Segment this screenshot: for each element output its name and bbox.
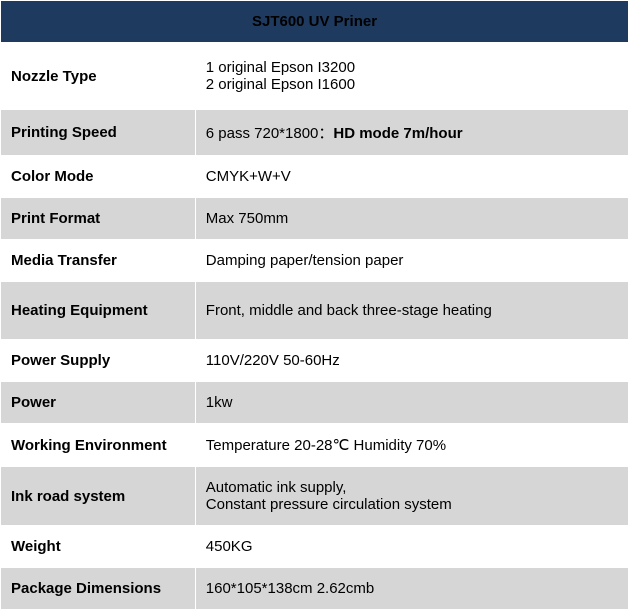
value-prefix: 6 pass 720*1800：: [206, 125, 334, 142]
spec-value: 6 pass 720*1800：HD mode 7m/hour: [195, 110, 628, 156]
spec-label: Power Supply: [1, 340, 196, 382]
spec-value: Max 750mm: [195, 198, 628, 240]
table-row: Print Format Max 750mm: [1, 198, 629, 240]
spec-table: SJT600 UV Priner Nozzle Type 1 original …: [0, 0, 629, 610]
table-row: Heating Equipment Front, middle and back…: [1, 282, 629, 340]
spec-value: Automatic ink supply, Constant pressure …: [195, 467, 628, 526]
spec-label: Heating Equipment: [1, 282, 196, 340]
title-row: SJT600 UV Priner: [1, 1, 629, 43]
table-row: Nozzle Type 1 original Epson I3200 2 ori…: [1, 43, 629, 110]
table-row: Power Supply 110V/220V 50-60Hz: [1, 340, 629, 382]
value-line: Constant pressure circulation system: [206, 496, 452, 513]
spec-label: Weight: [1, 526, 196, 568]
table-row: Weight 450KG: [1, 526, 629, 568]
spec-label: Print Format: [1, 198, 196, 240]
value-line: Automatic ink supply,: [206, 479, 347, 496]
table-row: Color Mode CMYK+W+V: [1, 156, 629, 198]
spec-value: Damping paper/tension paper: [195, 240, 628, 282]
spec-value: Front, middle and back three-stage heati…: [195, 282, 628, 340]
spec-label: Color Mode: [1, 156, 196, 198]
spec-label: Printing Speed: [1, 110, 196, 156]
spec-label: Media Transfer: [1, 240, 196, 282]
spec-value: CMYK+W+V: [195, 156, 628, 198]
spec-label: Ink road system: [1, 467, 196, 526]
table-title: SJT600 UV Priner: [1, 1, 629, 43]
table-row: Printing Speed 6 pass 720*1800：HD mode 7…: [1, 110, 629, 156]
value-line: 1 original Epson I3200: [206, 59, 355, 76]
spec-label: Package Dimensions: [1, 568, 196, 610]
spec-value: 110V/220V 50-60Hz: [195, 340, 628, 382]
spec-value: 160*105*138cm 2.62cmb: [195, 568, 628, 610]
spec-value: 1kw: [195, 382, 628, 424]
table-row: Media Transfer Damping paper/tension pap…: [1, 240, 629, 282]
table-row: Working Environment Temperature 20-28℃ H…: [1, 424, 629, 467]
table-row: Power 1kw: [1, 382, 629, 424]
table-row: Package Dimensions 160*105*138cm 2.62cmb: [1, 568, 629, 610]
table-row: Ink road system Automatic ink supply, Co…: [1, 467, 629, 526]
spec-value: Temperature 20-28℃ Humidity 70%: [195, 424, 628, 467]
value-bold: HD mode 7m/hour: [333, 125, 462, 142]
spec-value: 1 original Epson I3200 2 original Epson …: [195, 43, 628, 110]
spec-label: Nozzle Type: [1, 43, 196, 110]
spec-label: Power: [1, 382, 196, 424]
spec-label: Working Environment: [1, 424, 196, 467]
spec-value: 450KG: [195, 526, 628, 568]
value-line: 2 original Epson I1600: [206, 76, 355, 93]
